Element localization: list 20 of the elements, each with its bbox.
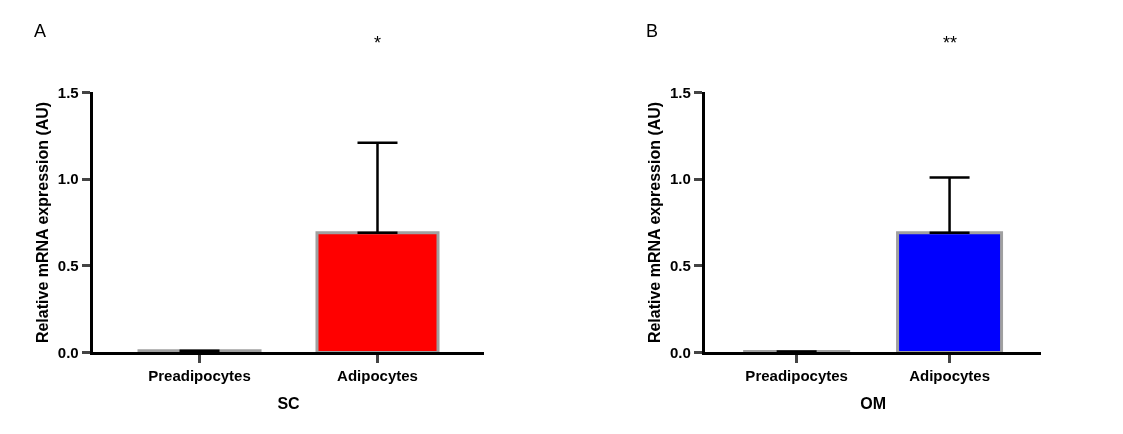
x-tick-label: Preadipocytes <box>148 367 251 385</box>
y-tick-label: 0.0 <box>670 343 691 361</box>
x-axis-title: SC <box>277 395 301 413</box>
y-axis-title: Relative mRNA expression (AU) <box>33 101 51 344</box>
x-tick-label: Adipocytes <box>909 367 990 385</box>
y-tick-label: 1.5 <box>57 83 79 101</box>
y-tick-label: 0.5 <box>670 257 691 275</box>
x-tick-label: Preadipocytes <box>745 367 848 385</box>
y-tick-label: 0.5 <box>57 257 79 275</box>
chart-title: A <box>34 21 47 41</box>
y-tick-label: 1.0 <box>57 170 79 188</box>
text: * <box>374 33 382 53</box>
x-axis-title: OM <box>860 395 886 413</box>
x-tick-label: Adipocytes <box>337 367 418 385</box>
chart-title: B <box>646 21 659 41</box>
y-tick-label: 0.0 <box>57 343 79 361</box>
y-tick-label: 1.5 <box>670 83 691 101</box>
text: ** <box>943 33 958 53</box>
y-axis-title: Relative mRNA expression (AU) <box>645 101 663 344</box>
y-tick-label: 1.0 <box>670 170 691 188</box>
